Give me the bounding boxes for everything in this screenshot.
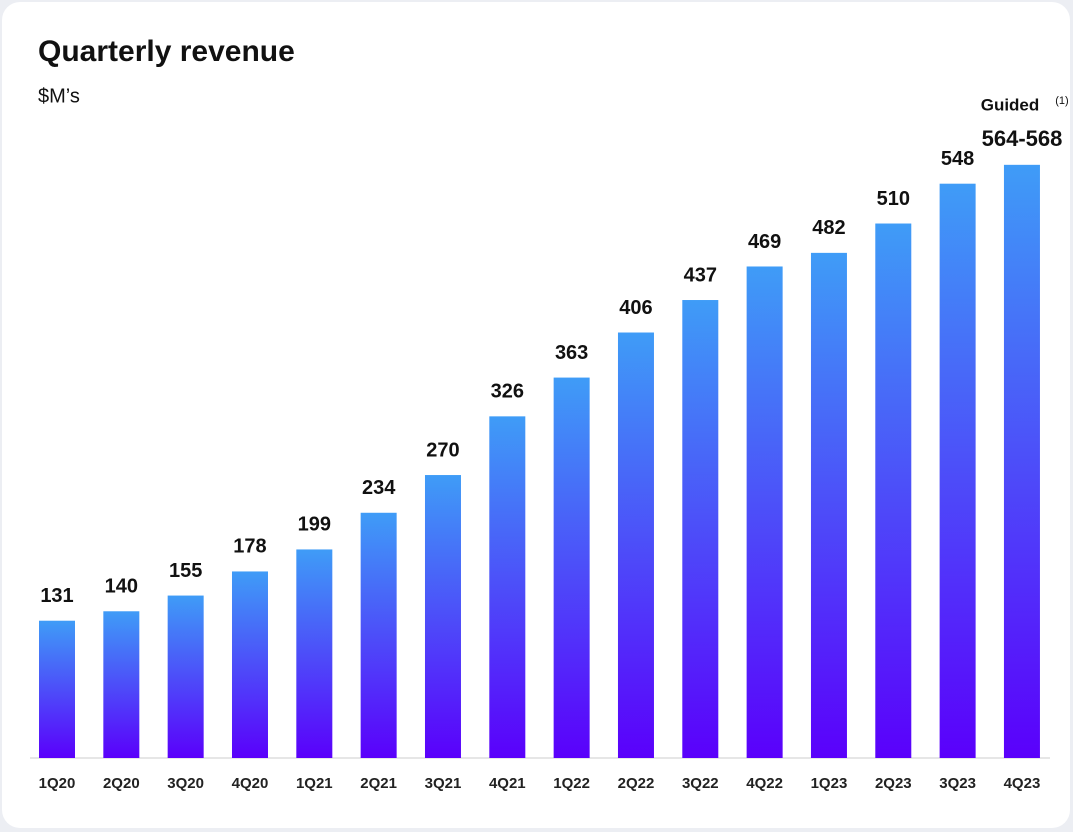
x-tick-label: 3Q22 <box>682 775 719 792</box>
value-label: 326 <box>491 381 524 403</box>
x-tick-label: 1Q23 <box>811 775 848 792</box>
bar <box>231 571 268 758</box>
value-label: 155 <box>169 560 202 582</box>
bar <box>682 300 719 758</box>
value-label: 270 <box>426 439 459 461</box>
x-tick-label: 4Q20 <box>232 775 269 792</box>
annotation: Guided <box>981 95 1040 114</box>
value-label: 406 <box>619 297 652 319</box>
x-tick-label: 2Q20 <box>103 775 140 792</box>
bar <box>296 549 333 758</box>
x-tick-label: 2Q23 <box>875 775 912 792</box>
bar <box>617 332 654 758</box>
chart-title: Quarterly revenue <box>38 35 295 68</box>
x-tick-label: 3Q21 <box>425 775 462 792</box>
x-tick-label: 1Q21 <box>296 775 333 792</box>
value-label: 564-568 <box>982 126 1063 151</box>
x-tick-label: 2Q21 <box>360 775 397 792</box>
bar <box>553 377 590 758</box>
x-tick-label: 3Q20 <box>167 775 204 792</box>
x-tick-label: 4Q21 <box>489 775 526 792</box>
value-label: 140 <box>105 576 138 598</box>
x-tick-label: 4Q22 <box>746 775 783 792</box>
value-label: 482 <box>812 217 845 239</box>
value-label: 469 <box>748 231 781 253</box>
x-tick-label: 2Q22 <box>618 775 655 792</box>
bar <box>167 595 204 758</box>
bar <box>103 611 140 758</box>
value-label: 363 <box>555 342 588 364</box>
x-tick-label: 1Q20 <box>39 775 76 792</box>
chart-subtitle: $M’s <box>38 85 80 107</box>
value-label: 178 <box>233 536 266 558</box>
bar <box>875 223 912 758</box>
x-tick-label: 1Q22 <box>553 775 590 792</box>
value-label: 548 <box>941 148 974 170</box>
bar <box>360 512 397 758</box>
bar <box>746 266 783 758</box>
bar <box>939 183 976 759</box>
x-tick-label: 3Q23 <box>939 775 976 792</box>
bar <box>39 620 75 758</box>
x-tick-label: 4Q23 <box>1004 775 1041 792</box>
value-label: 510 <box>877 188 910 210</box>
value-label: 437 <box>684 264 717 286</box>
bar <box>1003 164 1040 758</box>
annotation-note: (1) <box>1055 95 1068 107</box>
value-label: 199 <box>298 514 331 536</box>
value-label: 131 <box>40 585 73 607</box>
bar <box>810 252 847 758</box>
bar <box>424 475 461 758</box>
value-label: 234 <box>362 477 396 499</box>
bar <box>489 416 526 758</box>
